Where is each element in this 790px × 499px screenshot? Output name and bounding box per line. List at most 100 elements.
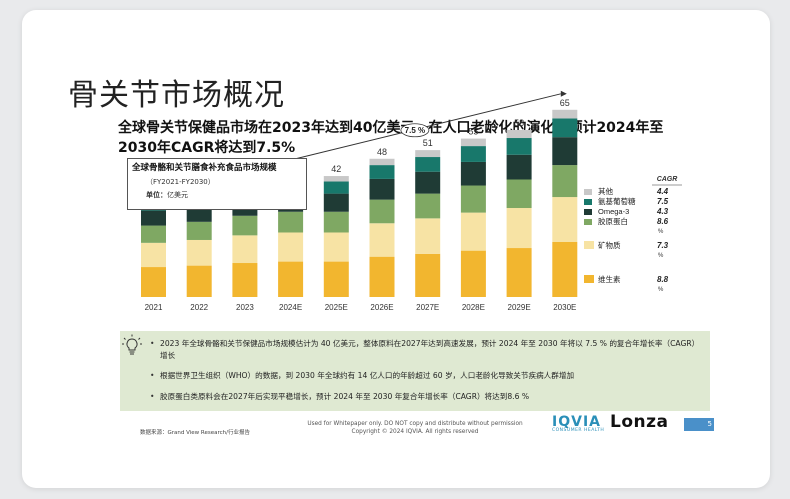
bar-segment-维生素-2028E xyxy=(460,250,486,297)
footer-line-1: Used for Whitepaper only. DO NOT copy an… xyxy=(307,421,523,427)
cagr-pct-胶原蛋白: % xyxy=(658,229,664,235)
legend-label-其他: 其他 xyxy=(598,186,613,196)
cagr-value-矿物质: 7.3 xyxy=(657,241,669,250)
legend-label-氨基葡萄糖: 氨基葡萄糖 xyxy=(598,196,636,206)
bar-segment-矿物质-2029E xyxy=(506,208,532,249)
bar-segment-胶原蛋白-2022 xyxy=(186,221,212,240)
bar-segment-矿物质-2024E xyxy=(278,232,304,262)
legend-swatch-其他 xyxy=(584,189,592,195)
bar-segment-Omega-3-2027E xyxy=(415,171,441,194)
total-label-2030E: 65 xyxy=(560,98,570,108)
bar-segment-其他-2027E xyxy=(415,150,441,158)
legend-swatch-矿物质 xyxy=(584,241,594,249)
bar-segment-Omega-3-2030E xyxy=(552,137,578,166)
legend-label-Omega-3: Omega-3 xyxy=(598,207,629,216)
x-tick-label-2027E: 2027E xyxy=(416,303,439,312)
total-label-2025E: 42 xyxy=(331,164,341,174)
bar-segment-胶原蛋白-2025E xyxy=(323,211,349,233)
bar-segment-氨基葡萄糖-2027E xyxy=(415,157,441,172)
lonza-logo: Lonza xyxy=(610,412,669,432)
trend-arrow xyxy=(560,90,567,97)
bullet-1: 2023 年全球骨骼和关节保健品市场规模估计为 40 亿美元，整体原料在2027… xyxy=(150,338,700,362)
bar-segment-其他-2030E xyxy=(552,109,578,119)
legend-swatch-胶原蛋白 xyxy=(584,219,592,225)
bar-segment-氨基葡萄糖-2028E xyxy=(460,146,486,162)
bar-segment-Omega-3-2026E xyxy=(369,178,395,200)
bar-segment-胶原蛋白-2024E xyxy=(278,211,304,233)
bar-segment-胶原蛋白-2021 xyxy=(141,225,166,243)
bar-segment-氨基葡萄糖-2025E xyxy=(323,181,349,194)
bar-segment-矿物质-2022 xyxy=(186,239,212,266)
bar-segment-胶原蛋白-2027E xyxy=(415,193,441,219)
legend-swatch-Omega-3 xyxy=(584,209,592,215)
x-tick-label-2022: 2022 xyxy=(190,303,208,312)
bar-segment-维生素-2022 xyxy=(186,265,212,297)
legend-swatch-维生素 xyxy=(584,275,594,283)
bar-segment-氨基葡萄糖-2029E xyxy=(506,138,532,155)
bar-segment-维生素-2023 xyxy=(232,263,258,297)
legend-label-胶原蛋白: 胶原蛋白 xyxy=(598,216,628,226)
x-tick-label-2026E: 2026E xyxy=(370,303,393,312)
bar-segment-胶原蛋白-2029E xyxy=(506,179,532,209)
total-label-2026E: 48 xyxy=(377,147,387,157)
cagr-pct-矿物质: % xyxy=(658,253,664,259)
bar-segment-其他-2029E xyxy=(506,129,532,139)
x-tick-label-2023: 2023 xyxy=(236,303,254,312)
bar-segment-氨基葡萄糖-2026E xyxy=(369,165,395,179)
bar-segment-其他-2026E xyxy=(369,158,395,166)
bar-segment-胶原蛋白-2030E xyxy=(552,165,578,198)
footer: Used for Whitepaper only. DO NOT copy an… xyxy=(290,420,540,436)
page-title: 骨关节市场概况 xyxy=(68,78,285,113)
bullet-2: 根据世界卫生组织（WHO）的数据，到 2030 年全球约有 14 亿人口的年龄超… xyxy=(150,370,700,382)
bar-segment-维生素-2026E xyxy=(369,256,395,297)
svg-text:7.5 %: 7.5 % xyxy=(405,126,425,135)
bar-segment-其他-2028E xyxy=(460,138,486,147)
bullet-3: 胶原蛋白类原料会在2027年后实现平稳增长，预计 2024 年至 2030 年复… xyxy=(150,391,700,403)
bar-segment-Omega-3-2021 xyxy=(141,210,166,226)
x-tick-label-2028E: 2028E xyxy=(462,303,485,312)
bar-segment-矿物质-2028E xyxy=(460,212,486,251)
total-label-2028E: 55 xyxy=(468,127,478,137)
cagr-value-胶原蛋白: 8.6 xyxy=(657,217,669,226)
chart-box-title: 全球骨骼和关节膳食补充食品市场规模 xyxy=(132,163,277,173)
chart-box-unit: 单位：亿美元 xyxy=(132,190,302,200)
trend-label: 7.5 % xyxy=(400,123,430,138)
bar-segment-维生素-2029E xyxy=(506,248,532,297)
cagr-header: CAGR xyxy=(657,176,678,183)
footer-line-2: Copyright © 2024 IQVIA. All rights reser… xyxy=(351,429,479,435)
cagr-value-其他: 4.4 xyxy=(656,187,669,196)
x-tick-label-2025E: 2025E xyxy=(325,303,348,312)
bar-segment-矿物质-2021 xyxy=(141,242,166,268)
bar-segment-矿物质-2030E xyxy=(552,197,578,242)
total-label-2027E: 51 xyxy=(423,138,433,148)
chart-box-range: （FY2021-FY2030） xyxy=(146,178,215,186)
bar-segment-矿物质-2025E xyxy=(323,232,349,262)
cagr-pct-维生素: % xyxy=(658,287,664,293)
iqvia-logo-sub: CONSUMER HEALTH xyxy=(552,428,605,433)
unit-label: 单位： xyxy=(146,191,167,199)
bar-segment-矿物质-2027E xyxy=(415,218,441,254)
bar-segment-Omega-3-2028E xyxy=(460,161,486,186)
bar-segment-维生素-2027E xyxy=(415,253,441,297)
unit-value: 亿美元 xyxy=(167,191,188,199)
cagr-value-Omega-3: 4.3 xyxy=(656,207,669,216)
x-tick-label-2029E: 2029E xyxy=(508,303,531,312)
bar-segment-维生素-2030E xyxy=(552,241,578,297)
bar-segment-Omega-3-2025E xyxy=(323,193,349,212)
bar-segment-胶原蛋白-2026E xyxy=(369,199,395,224)
total-label-2029E: 58 xyxy=(514,118,524,128)
lightbulb-icon xyxy=(122,334,142,355)
bar-segment-矿物质-2026E xyxy=(369,223,395,257)
cagr-value-氨基葡萄糖: 7.5 xyxy=(657,197,669,206)
chart-info-box: 全球骨骼和关节膳食补充食品市场规模 （FY2021-FY2030） 单位：亿美元 xyxy=(127,158,307,210)
bar-segment-胶原蛋白-2023 xyxy=(232,215,258,236)
cagr-value-维生素: 8.8 xyxy=(657,275,669,284)
bar-segment-胶原蛋白-2028E xyxy=(460,185,486,213)
bar-segment-其他-2025E xyxy=(323,176,349,182)
x-tick-label-2024E: 2024E xyxy=(279,303,302,312)
bar-segment-维生素-2025E xyxy=(323,261,349,297)
page-number-tab: 5 xyxy=(684,418,714,431)
bar-segment-氨基葡萄糖-2030E xyxy=(552,118,578,138)
data-source: 数据来源：Grand View Research/行业报告 xyxy=(140,430,251,436)
bar-segment-维生素-2024E xyxy=(278,261,304,297)
